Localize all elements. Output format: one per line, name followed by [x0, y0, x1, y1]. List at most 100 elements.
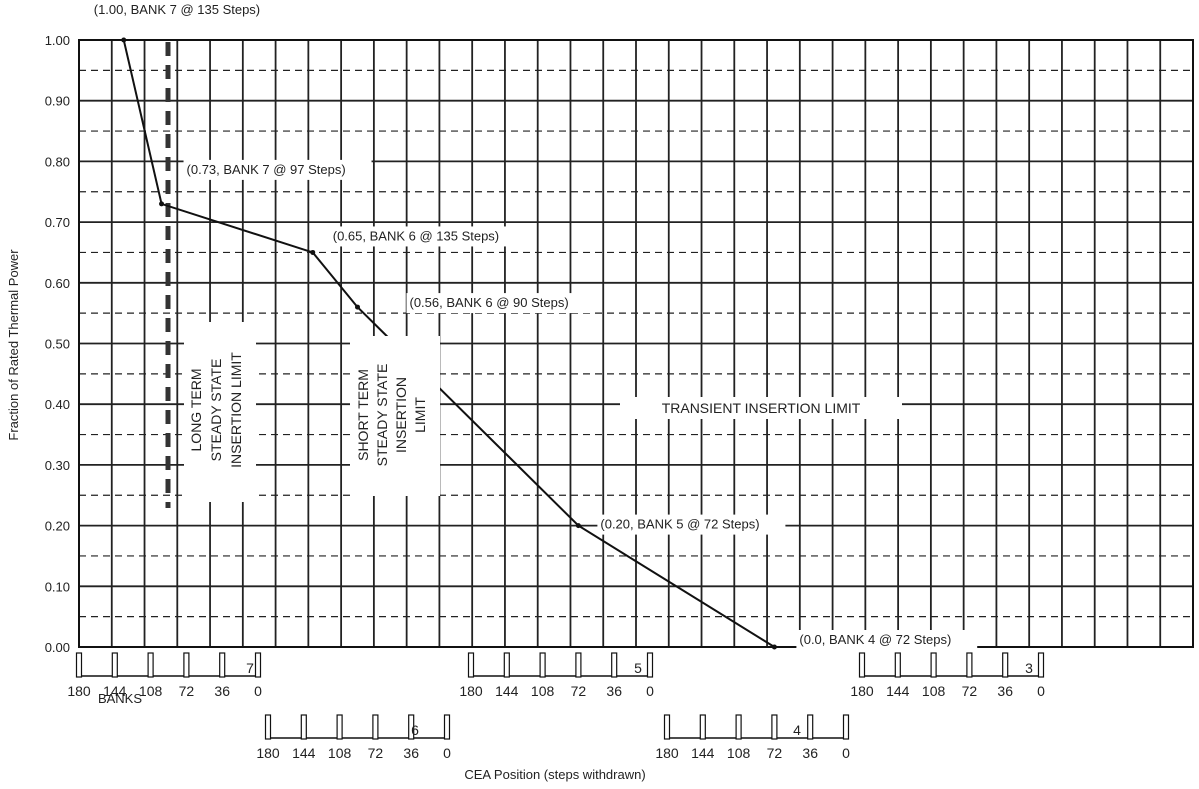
annotation-bg	[90, 0, 286, 20]
bank-scale-tick	[300, 714, 307, 740]
annotation-bg	[406, 293, 595, 314]
bank-scale-tick	[467, 652, 475, 678]
bank-tick-label: 36	[214, 683, 230, 699]
bank-scale-tick	[111, 652, 118, 678]
bank-tick-label: 72	[179, 683, 195, 699]
bank-tick-label: 180	[67, 683, 91, 699]
data-point	[310, 249, 316, 255]
bank-tick-label: 180	[459, 683, 483, 699]
bank-scale-tick	[254, 652, 262, 678]
bank-scale-tick	[336, 714, 343, 740]
bank-scale-tick	[219, 652, 226, 678]
bank-scale-tick	[503, 652, 510, 678]
bank-scale-tick	[735, 714, 742, 740]
bank-tick-label: 108	[531, 683, 555, 699]
bank-tick-label: 72	[767, 745, 783, 761]
bank-number: 3	[1025, 660, 1033, 676]
y-tick-label: 0.50	[45, 337, 70, 352]
bank-tick-label: 108	[139, 683, 163, 699]
region-short-term: SHORT TERM STEADY STATE INSERTION LIMIT	[350, 336, 440, 496]
region-long-term-line-3: INSERTION LIMIT	[228, 352, 244, 468]
region-short-term-line-2: STEADY STATE	[374, 364, 390, 467]
region-transient-bg	[620, 397, 902, 419]
data-point	[575, 523, 581, 529]
region-transient: TRANSIENT INSERTION LIMIT	[620, 397, 902, 419]
bank-tick-label: 72	[571, 683, 587, 699]
bank-tick-label: 144	[886, 683, 910, 699]
bank-tick-label: 180	[655, 745, 679, 761]
bank-scale-tick	[930, 652, 937, 678]
bank-scale-tick	[842, 714, 850, 740]
point-annotation: (0.65, BANK 6 @ 135 Steps)	[333, 228, 499, 243]
bank-scale-tick	[264, 714, 272, 740]
annotation-bg	[183, 159, 372, 180]
bank-scale-tick	[1037, 652, 1045, 678]
series-layer	[121, 37, 777, 650]
plot-frame	[78, 39, 1194, 648]
point-annotation: (0.0, BANK 4 @ 72 Steps)	[799, 632, 951, 647]
bank-scale-tick	[966, 652, 973, 678]
bank-number: 6	[411, 722, 419, 738]
bank-tick-label: 72	[368, 745, 384, 761]
bank-tick-label: 144	[292, 745, 316, 761]
bank-tick-label: 0	[443, 745, 451, 761]
bank-scale-tick	[611, 652, 618, 678]
grid	[79, 40, 1193, 647]
region-long-term-line-1: LONG TERM	[188, 369, 204, 452]
region-long-term-line-2: STEADY STATE	[208, 359, 224, 462]
bank-scale-tick	[75, 652, 83, 678]
data-point	[121, 37, 127, 43]
region-transient-label: TRANSIENT INSERTION LIMIT	[662, 400, 861, 416]
y-tick-label: 0.00	[45, 640, 70, 655]
transient-insertion-limit-line	[122, 39, 775, 648]
y-axis-title: Fraction of Rated Thermal Power	[6, 249, 21, 441]
y-tick-label: 1.00	[45, 33, 70, 48]
point-annotation: (0.56, BANK 6 @ 90 Steps)	[410, 295, 569, 310]
region-short-term-line-3: INSERTION	[393, 377, 409, 453]
y-tick-label: 0.10	[45, 579, 70, 594]
y-axis: 0.00 0.10 0.20 0.30 0.40 0.50 0.60 0.70 0.80 0.90…	[45, 33, 70, 655]
bank-scale-tick	[771, 714, 778, 740]
point-annotation: (0.73, BANK 7 @ 97 Steps)	[187, 162, 346, 177]
bank-tick-label: 0	[646, 683, 654, 699]
bank-scale-tick	[1002, 652, 1009, 678]
annotation-bg	[796, 630, 978, 650]
y-tick-label: 0.20	[45, 519, 70, 534]
bank-tick-label: 36	[606, 683, 622, 699]
bank-scale-tick	[443, 714, 451, 740]
y-tick-label: 0.60	[45, 276, 70, 291]
bank-tick-label: 36	[802, 745, 818, 761]
bank-scale-tick	[894, 652, 901, 678]
region-short-term-line-1: SHORT TERM	[355, 369, 371, 461]
bank-scale-tick	[372, 714, 379, 740]
data-point	[355, 304, 360, 310]
region-short-term-line-4: LIMIT	[412, 397, 428, 433]
region-short-term-bg	[350, 336, 440, 496]
bank-tick-label: 108	[922, 683, 946, 699]
bank-tick-label: 180	[256, 745, 280, 761]
bank-tick-label: 0	[1037, 683, 1045, 699]
bank-number: 5	[634, 660, 642, 676]
annotation-bg	[597, 514, 786, 535]
bank-number: 4	[793, 722, 801, 738]
x-axis-title: CEA Position (steps withdrawn)	[464, 767, 645, 782]
bank-tick-label: 144	[691, 745, 715, 761]
region-long-term-bg	[184, 322, 256, 502]
bank-tick-label: 0	[842, 745, 850, 761]
y-tick-label: 0.70	[45, 215, 70, 230]
bank-scale-tick	[663, 714, 671, 740]
bank-tick-label: 72	[962, 683, 978, 699]
bank-tick-label: 36	[403, 745, 419, 761]
bank-scale-tick	[699, 714, 706, 740]
bank-tick-label: 0	[254, 683, 262, 699]
bank-tick-label: 108	[328, 745, 352, 761]
annotation-bg	[329, 226, 525, 247]
y-tick-label: 0.30	[45, 458, 70, 473]
region-long-term: LONG TERM STEADY STATE INSERTION LIMIT	[184, 322, 256, 502]
bank-scale-tick	[183, 652, 190, 678]
bank-scale-tick	[575, 652, 582, 678]
point-annotation: (0.20, BANK 5 @ 72 Steps)	[600, 517, 759, 532]
bank-scale-tick	[408, 714, 415, 740]
